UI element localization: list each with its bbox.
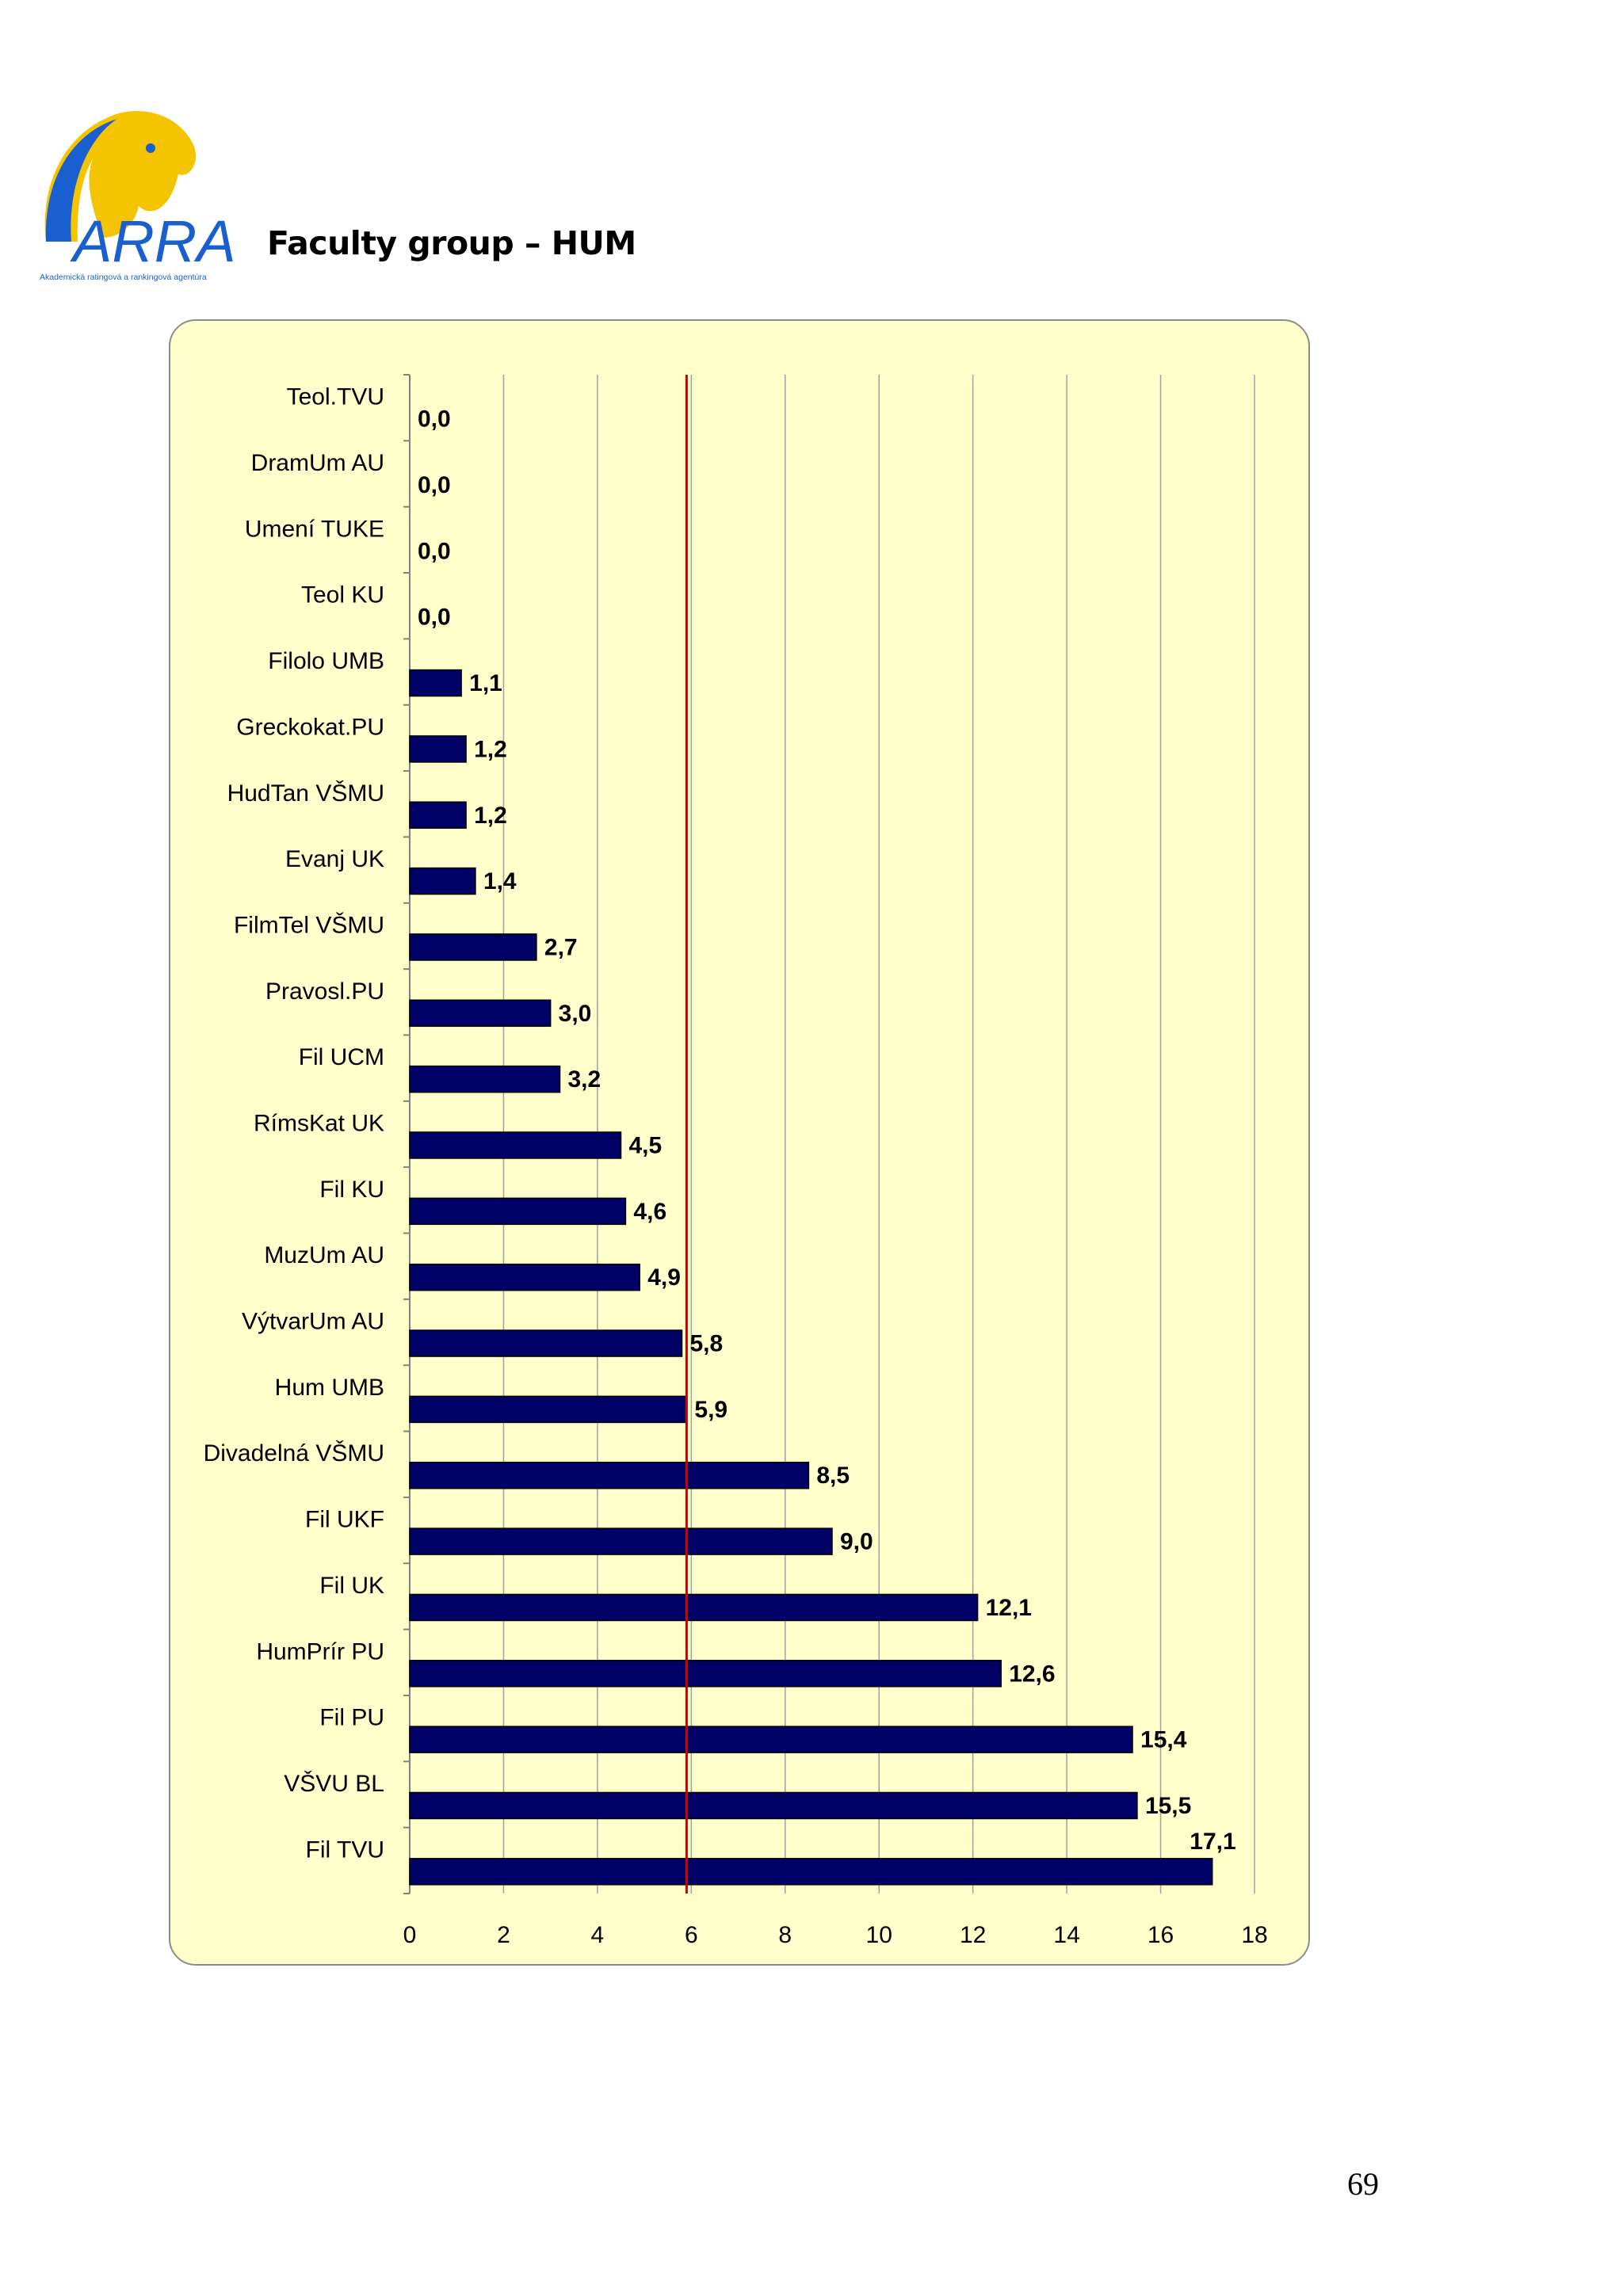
value-label: 0,0	[418, 406, 451, 433]
x-tick-label: 0	[403, 1922, 417, 1948]
bar	[409, 1131, 622, 1159]
category-label: RímsKat UK	[254, 1111, 384, 1137]
value-label: 4,9	[647, 1264, 681, 1291]
category-label: Fil TVU	[306, 1836, 384, 1863]
value-label: 5,8	[689, 1331, 723, 1357]
category-label: HumPrír PU	[256, 1638, 384, 1665]
value-label: 2,7	[544, 934, 578, 960]
x-tick-label: 16	[1148, 1922, 1174, 1948]
value-label: 8,5	[816, 1463, 850, 1489]
bar	[409, 1791, 1138, 1820]
category-label: Evanj UK	[285, 846, 384, 872]
category-label: MuzUm AU	[264, 1242, 384, 1268]
bar	[409, 1726, 1133, 1753]
x-tick-label: 14	[1053, 1922, 1079, 1948]
bar	[409, 867, 476, 895]
bar	[409, 1329, 683, 1357]
logo-text: ARRA	[70, 208, 236, 274]
category-label: Umení TUKE	[245, 516, 384, 542]
logo-subtitle: Akademická ratingová a rankingová agentú…	[40, 273, 207, 282]
category-label: Divadelná VŠMU	[204, 1440, 384, 1466]
value-label: 15,5	[1145, 1793, 1191, 1819]
bar	[409, 1527, 833, 1555]
value-label: 12,1	[986, 1595, 1032, 1621]
bar	[409, 1263, 640, 1291]
value-label: 1,2	[474, 736, 507, 762]
bar	[409, 1197, 627, 1226]
category-label: Pravosl.PU	[265, 978, 384, 1005]
page-title: Faculty group – HUM	[267, 224, 636, 262]
bar	[409, 933, 537, 961]
category-label: Fil PU	[319, 1705, 384, 1731]
category-label: Greckokat.PU	[236, 714, 384, 740]
bar	[409, 1858, 1213, 1886]
category-label: DramUm AU	[251, 450, 384, 476]
category-label: Fil KU	[319, 1177, 384, 1203]
value-label: 1,2	[474, 803, 507, 829]
value-label: 4,5	[629, 1133, 663, 1159]
value-label: 4,6	[633, 1199, 666, 1225]
bar	[409, 1065, 561, 1093]
category-label: Teol KU	[301, 582, 384, 608]
category-label: VýtvarUm AU	[242, 1309, 384, 1335]
value-label: 0,0	[418, 472, 451, 498]
value-label: 9,0	[840, 1529, 873, 1555]
x-tick-label: 6	[685, 1922, 698, 1948]
category-label: Fil UKF	[305, 1507, 384, 1533]
category-label: HudTan VŠMU	[227, 780, 384, 807]
bar	[409, 801, 467, 830]
page-number: 69	[1347, 2166, 1379, 2202]
category-label: Teol.TVU	[287, 384, 384, 410]
bar	[409, 735, 467, 763]
chart-panel: 0 2 4 6 8 10 12 14 16 18 Teol.TVU 0,0 DramUm AU 0,0 Um…	[169, 319, 1310, 1966]
category-label: Fil UK	[319, 1573, 384, 1599]
value-label: 3,2	[568, 1066, 601, 1093]
value-label: 1,1	[469, 670, 502, 696]
bar-chart: 0 2 4 6 8 10 12 14 16 18 Teol.TVU 0,0 DramUm AU 0,0 Um…	[204, 374, 1268, 1948]
category-label: FilmTel VŠMU	[234, 911, 384, 938]
bar	[409, 1660, 1002, 1688]
x-tick-label: 2	[497, 1922, 510, 1948]
value-label: 1,4	[483, 868, 517, 894]
category-label: Hum UMB	[275, 1375, 384, 1401]
bar	[409, 669, 462, 697]
bar	[409, 1593, 979, 1622]
bar	[409, 1395, 688, 1424]
value-label: 17,1	[1190, 1829, 1235, 1855]
value-label: 12,6	[1009, 1661, 1055, 1687]
value-label: 15,4	[1140, 1727, 1187, 1753]
value-label: 3,0	[559, 1001, 592, 1027]
arra-logo: ARRA Akademická ratingová a rankingová a…	[32, 99, 246, 285]
x-tick-label: 10	[866, 1922, 892, 1948]
bar	[409, 999, 552, 1028]
x-tick-label: 8	[778, 1922, 792, 1948]
x-tick-label: 12	[960, 1922, 986, 1948]
value-label: 0,0	[418, 538, 451, 564]
bar	[409, 1461, 810, 1489]
value-label: 5,9	[694, 1397, 727, 1423]
category-label: Fil UCM	[299, 1044, 384, 1070]
value-label: 0,0	[418, 605, 451, 631]
x-tick-label: 18	[1241, 1922, 1267, 1948]
category-label: VŠVU BL	[284, 1770, 384, 1797]
x-tick-label: 4	[591, 1922, 605, 1948]
category-label: Filolo UMB	[268, 648, 384, 674]
